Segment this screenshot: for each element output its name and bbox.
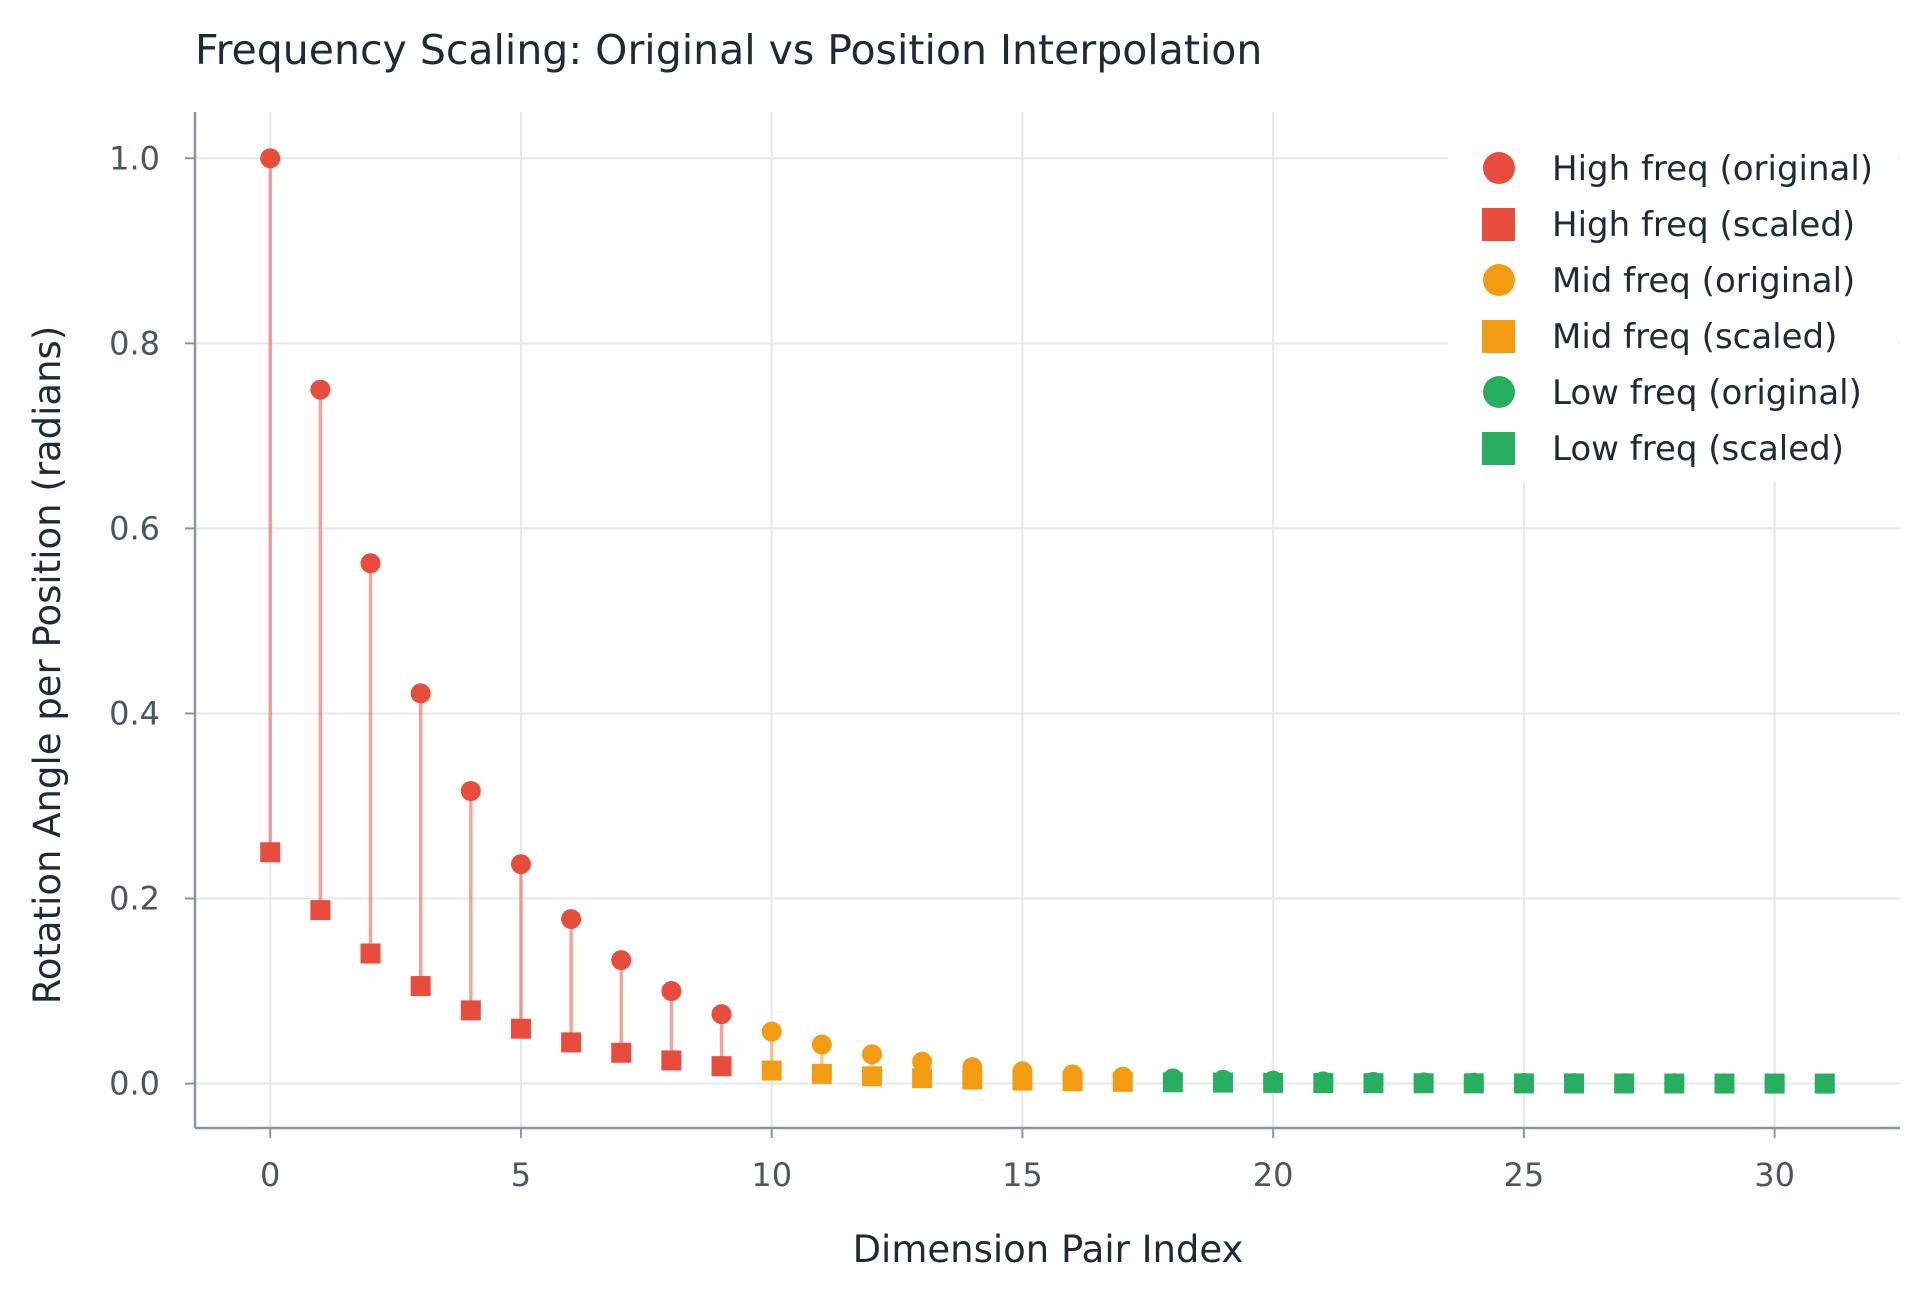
data-point-original [661, 981, 682, 1002]
data-point-original [861, 1044, 882, 1065]
x-tick-label: 30 [1754, 1156, 1795, 1194]
axes: 0 5 10 15 20 25 30 0.0 0.2 0.4 0.6 0.8 1.0 [109, 112, 1900, 1194]
y-tick-label: 0.0 [109, 1065, 160, 1103]
data-point-scaled [1012, 1070, 1033, 1091]
data-point-scaled [1814, 1073, 1835, 1094]
x-tick-label: 15 [1002, 1156, 1043, 1194]
data-point-scaled [1313, 1073, 1334, 1094]
data-point-original [611, 950, 632, 971]
data-point-scaled [761, 1060, 782, 1081]
data-point-scaled [661, 1050, 682, 1071]
data-point-scaled [1112, 1071, 1133, 1092]
data-point-original [460, 780, 481, 801]
data-point-scaled [962, 1069, 983, 1090]
y-tick-label: 1.0 [109, 139, 160, 177]
legend-square-marker [1482, 208, 1515, 241]
data-point-scaled [561, 1032, 582, 1053]
data-point-scaled [360, 943, 381, 964]
data-point-scaled [1213, 1072, 1234, 1093]
data-point-scaled [1413, 1073, 1434, 1094]
data-point-scaled [1513, 1073, 1534, 1094]
y-tick-label: 0.4 [109, 694, 160, 732]
data-point-scaled [1363, 1073, 1384, 1094]
data-point-scaled [460, 1000, 481, 1021]
data-point-scaled [1764, 1073, 1785, 1094]
data-point-original [260, 148, 281, 169]
legend-label: High freq (scaled) [1552, 205, 1855, 245]
legend-label: Mid freq (scaled) [1552, 317, 1837, 357]
data-point-scaled [1564, 1073, 1585, 1094]
data-point-scaled [861, 1066, 882, 1087]
data-point-original [761, 1021, 782, 1042]
data-point-scaled [711, 1056, 732, 1077]
data-point-scaled [510, 1018, 531, 1039]
legend-square-marker [1482, 320, 1515, 353]
legend-label: Mid freq (original) [1552, 261, 1855, 301]
legend-background [1448, 112, 1898, 482]
data-point-original [912, 1051, 933, 1072]
data-point-scaled [1162, 1072, 1183, 1093]
chart-title: Frequency Scaling: Original vs Position … [195, 26, 1262, 74]
data-point-scaled [260, 842, 281, 863]
legend-label: Low freq (original) [1552, 373, 1862, 413]
data-point-scaled [912, 1068, 933, 1089]
y-tick-label: 0.6 [109, 509, 160, 547]
data-point-scaled [1614, 1073, 1635, 1094]
y-axis-label: Rotation Angle per Position (radians) [26, 326, 69, 1005]
data-point-scaled [1463, 1073, 1484, 1094]
data-point-original [410, 683, 431, 704]
data-markers [260, 148, 1835, 1094]
legend-label: High freq (original) [1552, 149, 1873, 189]
data-point-original [510, 854, 531, 875]
data-point-scaled [410, 976, 431, 997]
data-point-scaled [1664, 1073, 1685, 1094]
x-axis-label: Dimension Pair Index [853, 1228, 1244, 1271]
legend-label: Low freq (scaled) [1552, 429, 1844, 469]
data-point-scaled [811, 1063, 832, 1084]
data-point-original [561, 909, 582, 930]
data-point-original [310, 379, 331, 400]
y-tick-label: 0.2 [109, 880, 160, 918]
x-tick-label: 5 [511, 1156, 531, 1194]
data-point-scaled [611, 1042, 632, 1063]
legend-circle-marker [1483, 264, 1515, 296]
x-tick-label: 20 [1253, 1156, 1294, 1194]
y-tick-label: 0.8 [109, 324, 160, 362]
legend-circle-marker [1483, 376, 1515, 408]
legend: High freq (original) High freq (scaled) Mi… [1448, 112, 1898, 482]
x-tick-label: 25 [1504, 1156, 1545, 1194]
data-point-original [811, 1034, 832, 1055]
data-point-scaled [1714, 1073, 1735, 1094]
data-point-scaled [1263, 1072, 1284, 1093]
legend-square-marker [1482, 432, 1515, 465]
x-tick-label: 0 [260, 1156, 280, 1194]
legend-circle-marker [1483, 152, 1515, 184]
data-point-scaled [310, 900, 331, 921]
data-point-scaled [1062, 1071, 1083, 1092]
data-point-original [711, 1004, 732, 1025]
data-point-original [360, 553, 381, 574]
x-tick-label: 10 [751, 1156, 792, 1194]
